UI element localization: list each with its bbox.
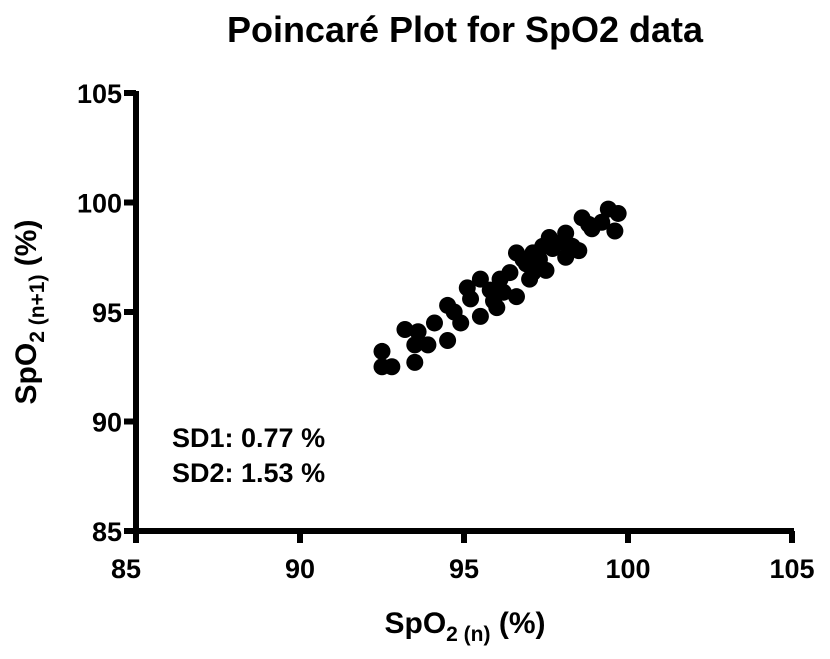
data-point [445,303,463,321]
data-point [609,204,627,222]
sd1-annotation: SD1: 0.77 % [172,423,325,453]
axes: 85 90 95 100 105 85 90 95 100 105 [77,79,815,584]
y-tick-label: 95 [92,298,122,328]
x-tick-label: 85 [111,554,141,584]
y-axis-label: SpO2 (n+1) (%) [10,220,49,405]
data-point [534,237,552,255]
data-point [563,237,581,255]
chart-title: Poincaré Plot for SpO2 data [227,9,704,50]
data-point [580,215,598,233]
data-point [383,358,401,376]
data-point [481,281,499,299]
y-tick-label: 100 [77,189,122,219]
data-point [409,323,427,341]
data-point [471,307,489,325]
x-tick-label: 100 [605,554,650,584]
x-tick-label: 105 [769,554,814,584]
data-point [462,290,480,308]
data-point [521,270,539,288]
data-point [373,342,391,360]
data-point [593,213,611,231]
y-tick-label: 90 [92,408,122,438]
x-axis-label: SpO2 (n) (%) [385,607,546,646]
y-tick-label: 85 [92,517,122,547]
data-point [606,222,624,240]
data-point [406,336,424,354]
x-tick-label: 95 [449,554,479,584]
y-tick-label: 105 [77,79,122,109]
x-tick-label: 90 [285,554,315,584]
data-point [494,283,512,301]
data-point [471,270,489,288]
data-point [419,336,437,354]
sd2-annotation: SD2: 1.53 % [172,458,325,488]
data-point [488,299,506,317]
data-point [425,314,443,332]
data-point [439,331,457,349]
data-point [501,264,519,282]
data-point [507,288,525,306]
data-point [514,250,532,268]
data-points [373,200,627,376]
data-point [530,250,548,268]
data-point [406,353,424,371]
data-point [396,321,414,339]
